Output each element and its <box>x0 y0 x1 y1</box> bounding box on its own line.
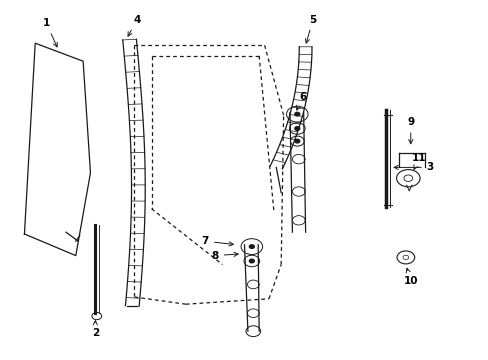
Text: 5: 5 <box>305 15 316 43</box>
Text: 11: 11 <box>411 153 426 169</box>
Text: 9: 9 <box>407 117 413 144</box>
Text: 1: 1 <box>43 18 57 47</box>
Text: 10: 10 <box>403 268 417 286</box>
Circle shape <box>249 259 254 263</box>
Text: 2: 2 <box>92 321 99 338</box>
Text: 8: 8 <box>211 251 238 261</box>
Circle shape <box>294 139 299 143</box>
Circle shape <box>249 245 254 248</box>
Circle shape <box>294 127 299 130</box>
Text: 7: 7 <box>201 236 233 246</box>
Text: 6: 6 <box>296 92 306 110</box>
Text: 3: 3 <box>393 162 433 172</box>
Circle shape <box>294 112 299 116</box>
Text: 4: 4 <box>128 15 141 36</box>
